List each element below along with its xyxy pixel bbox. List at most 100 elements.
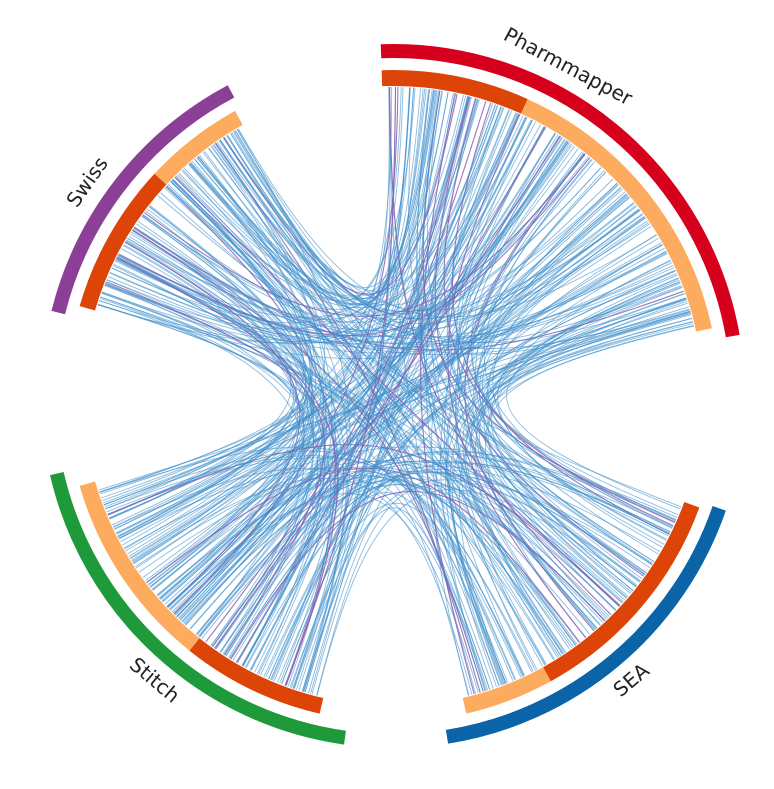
chord-link (270, 468, 647, 681)
chord-link (107, 444, 621, 606)
chord-link (167, 89, 436, 608)
chord-link (146, 208, 667, 339)
chord-link (117, 254, 690, 355)
chord-link (273, 113, 520, 682)
chord-link (210, 145, 333, 667)
chord-link (142, 140, 569, 578)
chord-link (124, 241, 491, 690)
chord-link (237, 128, 351, 692)
chord-link (103, 140, 568, 506)
chord-link (178, 107, 504, 299)
chord-link (97, 252, 668, 360)
segment-stitch: Stitch (50, 472, 346, 745)
chord-link (389, 86, 612, 616)
inner-band-sea-primary (543, 502, 700, 682)
chord-link (99, 299, 687, 495)
chord-link (189, 461, 646, 630)
chord-link (478, 298, 687, 626)
chord-link (172, 179, 555, 660)
chord-link (136, 223, 315, 588)
chord-links (97, 86, 695, 696)
chord-link (236, 106, 502, 663)
chord-link (277, 502, 522, 683)
chord-link (223, 137, 635, 320)
chord-link (109, 181, 305, 520)
chord-link (120, 286, 683, 543)
chord-link (116, 257, 338, 687)
chord-link (455, 151, 583, 671)
chord-link (114, 148, 579, 530)
chord-link (422, 90, 631, 594)
chord-link (105, 93, 457, 510)
inner-band-sea-secondary (462, 667, 551, 714)
chord-link (242, 112, 517, 667)
chord-link (106, 262, 672, 354)
chord-link (125, 240, 337, 676)
chord-link (285, 86, 397, 686)
chord-link (117, 87, 415, 538)
chord-link (229, 311, 691, 659)
chord-link (199, 465, 661, 638)
chord-link (302, 507, 486, 692)
chord-link (207, 148, 632, 593)
chord-link (223, 484, 576, 655)
chord-link (245, 462, 670, 669)
inner-band-swiss-secondary (154, 110, 243, 185)
chord-link (103, 450, 525, 677)
chord-link (117, 106, 502, 537)
chord-link (457, 119, 616, 611)
chord-link (445, 281, 681, 688)
chord-link (241, 95, 467, 666)
outer-band-pharmmapper (380, 44, 740, 338)
chord-link (481, 217, 674, 528)
inner-band-stitch-primary (79, 481, 200, 651)
inner-band-swiss-primary (79, 173, 167, 311)
chord-link (104, 96, 470, 330)
outer-band-sea (445, 506, 726, 744)
chord-link (268, 184, 619, 679)
inner-band-pharmmapper-secondary (521, 99, 712, 332)
chord-link (225, 113, 519, 656)
chord-link (426, 90, 659, 555)
chord-link (101, 291, 546, 666)
chord-link (174, 176, 620, 607)
chord-link (97, 89, 433, 344)
chord-link (189, 163, 646, 576)
chord-link (126, 209, 641, 332)
chord-link (506, 281, 681, 510)
chord-link (492, 204, 663, 548)
chord-link (142, 214, 484, 692)
chord-link (226, 135, 509, 684)
chord-link (146, 132, 556, 583)
chord-link (464, 321, 694, 658)
chord-link (440, 138, 566, 692)
chord-link (470, 312, 691, 631)
chord-link (152, 86, 393, 591)
chord-link (109, 87, 402, 520)
chord-link (143, 153, 586, 317)
chord-link (281, 171, 607, 685)
chord-link (303, 145, 575, 692)
inner-band-stitch-secondary (189, 638, 324, 714)
outer-band-stitch (50, 472, 346, 745)
chord-link (116, 156, 589, 333)
chord-link (431, 136, 563, 691)
chord-link (134, 210, 641, 337)
chord-link (152, 113, 519, 591)
chord-link (175, 88, 426, 316)
chord-link (116, 256, 309, 582)
chord-link (210, 306, 689, 647)
chord-link (479, 197, 643, 580)
chord-link (178, 99, 480, 619)
chord-link (197, 155, 574, 648)
chord-link (215, 142, 327, 653)
chord-link (181, 170, 650, 325)
chord-link (470, 141, 676, 522)
chord-link (201, 472, 651, 639)
chord-link (168, 470, 653, 610)
chord-link (189, 162, 602, 320)
chord-link (165, 186, 336, 686)
chord-link (100, 296, 318, 667)
chord-link (109, 88, 422, 338)
chord-link (470, 318, 693, 645)
